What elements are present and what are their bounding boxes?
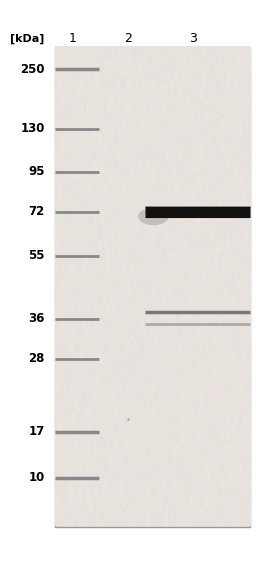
Text: 3: 3 <box>189 32 197 45</box>
Text: 55: 55 <box>28 249 45 262</box>
Text: 28: 28 <box>28 352 45 365</box>
Text: [kDa]: [kDa] <box>10 33 45 44</box>
Text: 17: 17 <box>29 425 45 438</box>
Text: 130: 130 <box>20 122 45 135</box>
Text: 250: 250 <box>20 63 45 75</box>
Text: 1: 1 <box>69 32 77 45</box>
Text: 72: 72 <box>29 205 45 218</box>
Text: 95: 95 <box>28 166 45 178</box>
Text: 36: 36 <box>28 312 45 325</box>
Ellipse shape <box>138 208 169 225</box>
Text: 2: 2 <box>124 32 132 45</box>
Text: 10: 10 <box>29 472 45 484</box>
Bar <box>55 47 250 526</box>
